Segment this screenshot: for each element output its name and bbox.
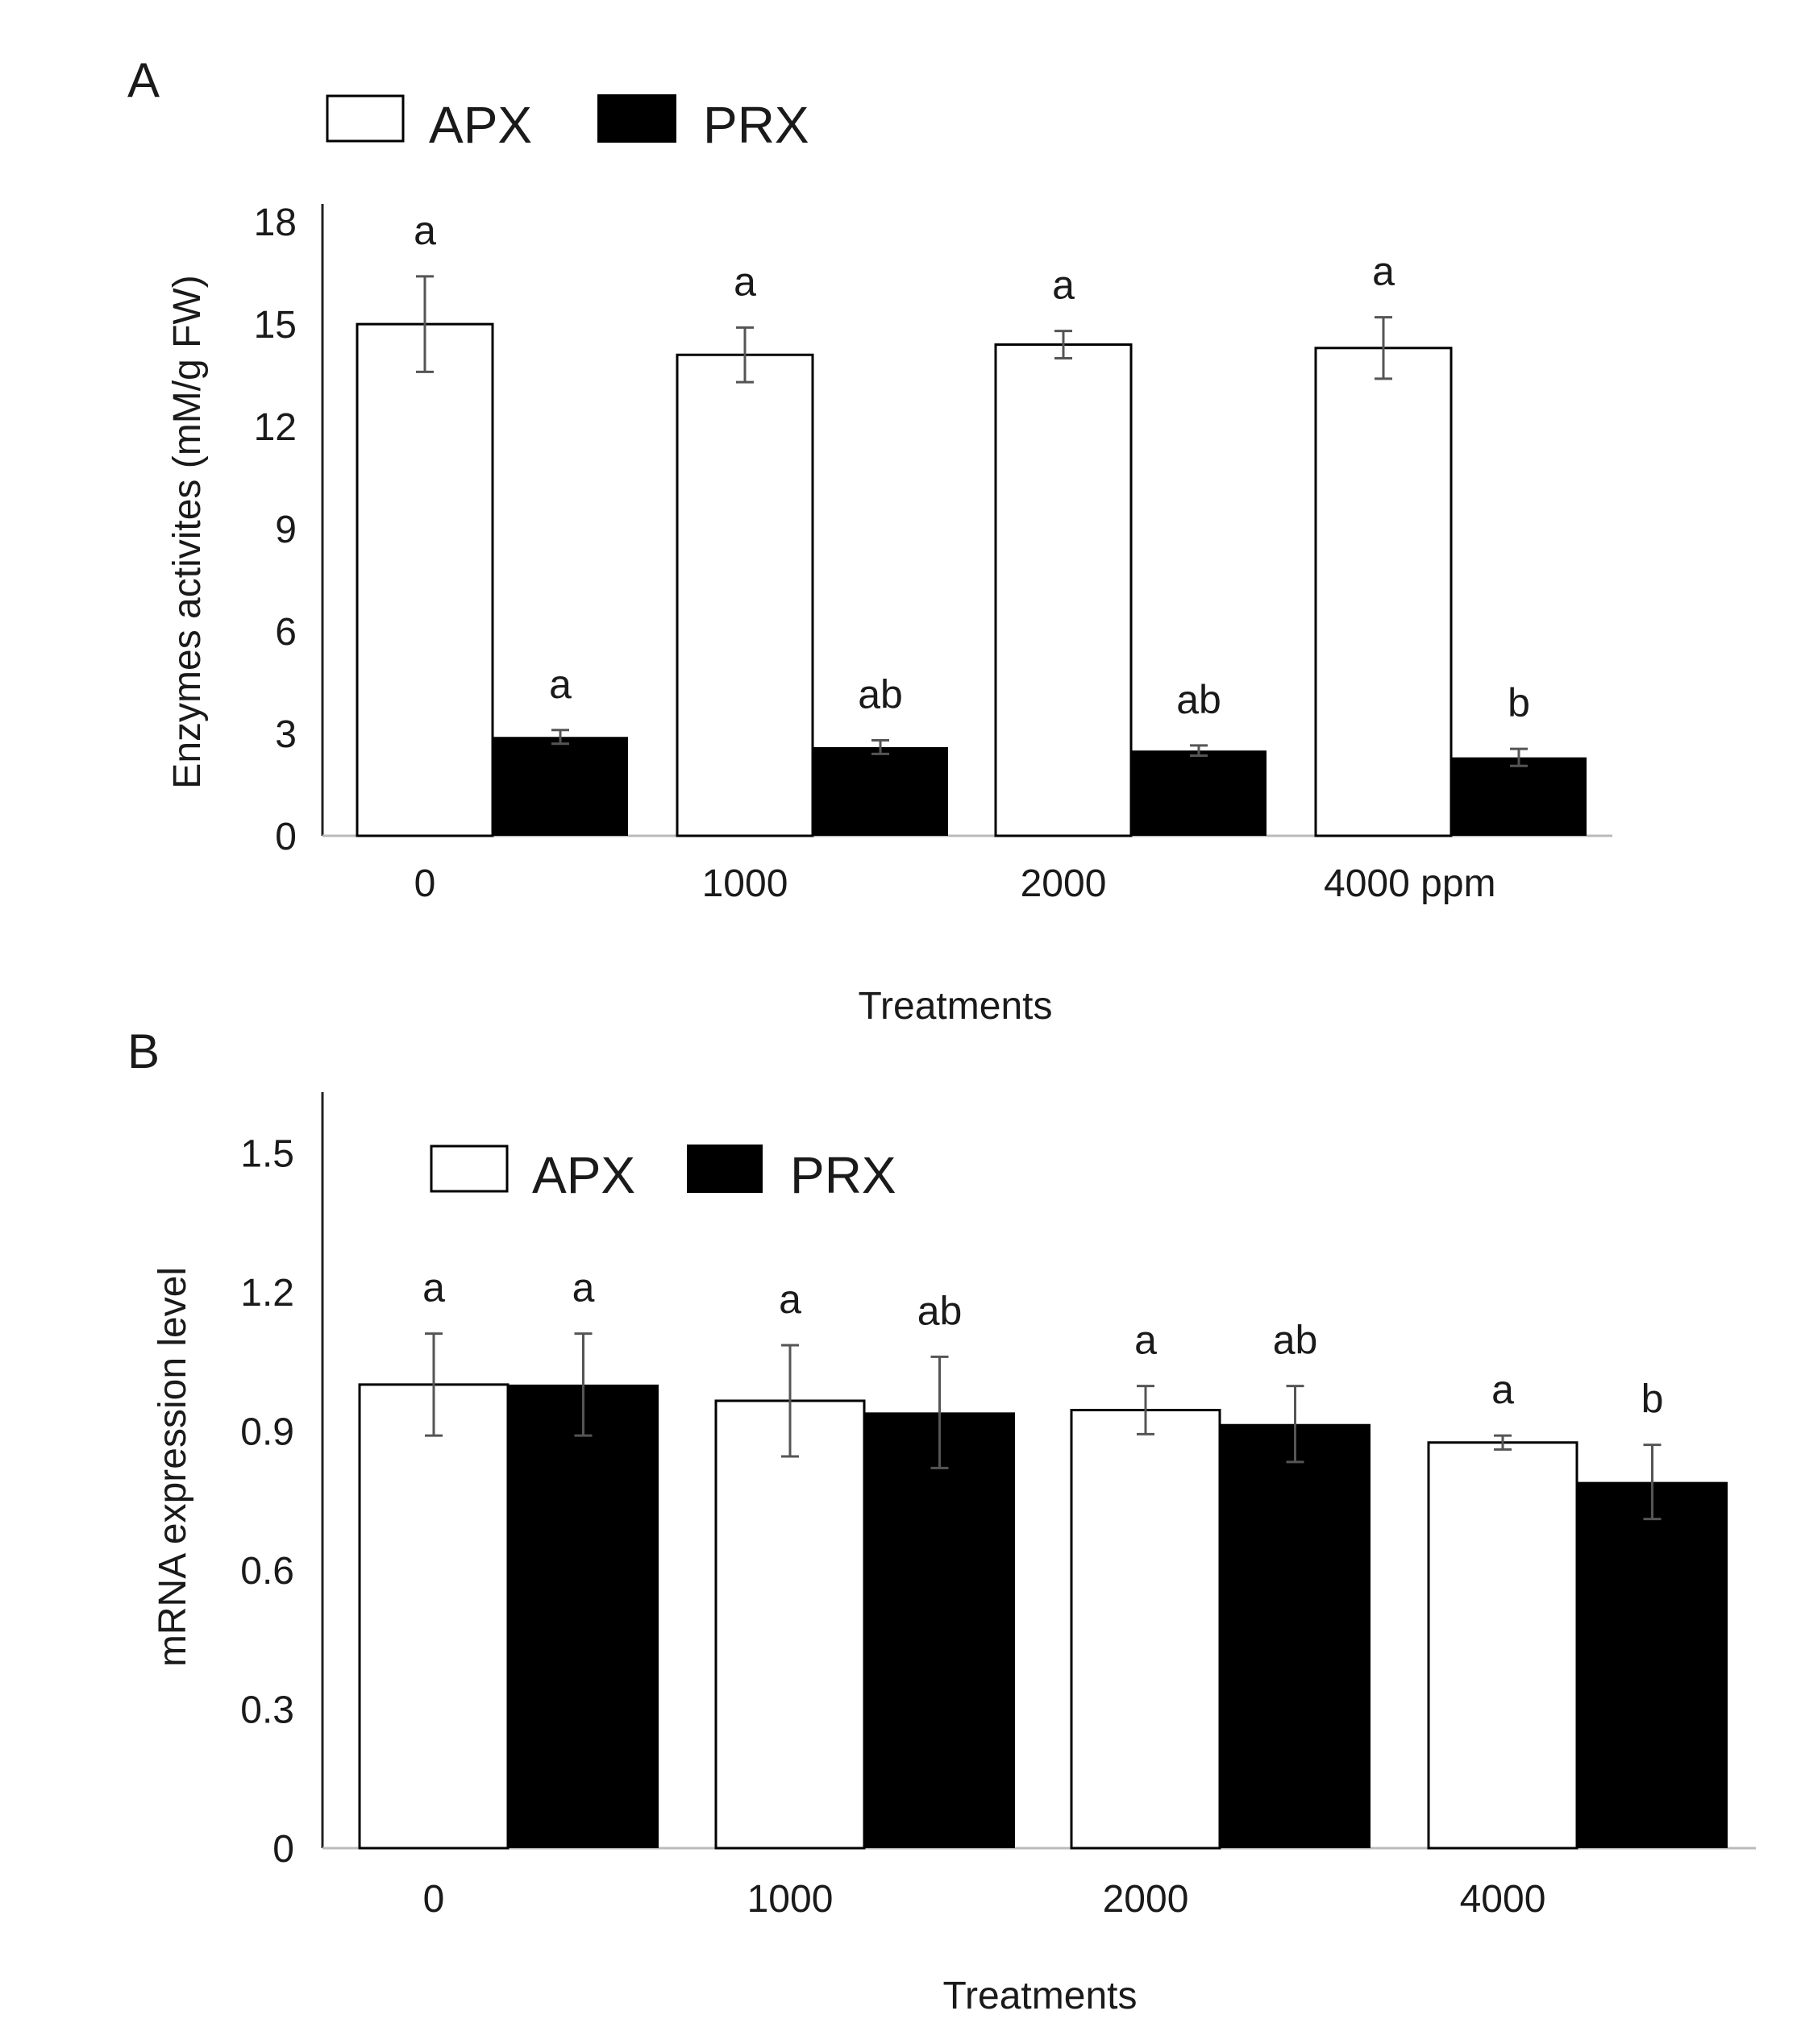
legend-prx-label: PRX	[703, 96, 809, 154]
legend-prx-swatch	[597, 94, 676, 143]
significance-label: a	[734, 259, 756, 304]
y-tick-label: 0	[275, 816, 297, 858]
x-tick-label: 0	[414, 862, 436, 905]
significance-label: ab	[1176, 677, 1221, 722]
x-tick-label: 2000	[1103, 1878, 1189, 1921]
significance-label: a	[1134, 1318, 1157, 1363]
panel-b-y-title: mRNA expression level	[152, 1267, 194, 1667]
panel-a-x-title: Treatments	[859, 985, 1053, 1028]
bar-prx	[1577, 1481, 1728, 1848]
x-tick-label: 4000	[1460, 1878, 1546, 1921]
y-tick-label: 0.9	[240, 1410, 294, 1453]
y-tick-label: 3	[275, 713, 297, 756]
bar-apx	[358, 1383, 510, 1850]
panel-b-x-title: Treatments	[943, 1975, 1138, 2017]
y-tick-label: 12	[254, 406, 297, 449]
legend-apx-swatch	[326, 94, 405, 143]
legend-apx-label: APX	[532, 1146, 635, 1204]
bar-prx	[1131, 750, 1267, 836]
bar-apx	[1314, 347, 1453, 837]
y-tick-label: 9	[275, 509, 297, 551]
significance-label: a	[422, 1265, 445, 1311]
significance-label: b	[1641, 1377, 1664, 1422]
significance-label: ab	[1273, 1318, 1318, 1363]
bar-prx	[1220, 1423, 1371, 1848]
significance-label: a	[414, 208, 436, 253]
legend-apx-label: APX	[429, 96, 532, 154]
bar-prx	[1451, 757, 1587, 836]
panel-b-legend: APX PRX	[430, 1145, 896, 1204]
y-tick-label: 0	[272, 1828, 294, 1871]
x-tick-label: 1000	[702, 862, 788, 905]
y-tick-label: 18	[254, 201, 297, 244]
bar-prx	[864, 1412, 1015, 1848]
bar-apx	[1070, 1408, 1221, 1850]
panel-a-y-title: Enzymes activites (mM/g FW)	[166, 275, 209, 788]
legend-prx-label: PRX	[790, 1146, 896, 1204]
bar-prx	[508, 1384, 659, 1848]
x-tick-label: 4000 ppm	[1324, 862, 1496, 905]
legend-apx-swatch	[430, 1145, 509, 1193]
x-tick-label: 0	[423, 1878, 445, 1921]
significance-label: a	[1372, 249, 1395, 294]
significance-label: a	[1491, 1367, 1514, 1412]
x-tick-label: 2000	[1021, 862, 1107, 905]
bar-apx	[1427, 1441, 1578, 1850]
y-tick-label: 1.2	[240, 1272, 294, 1315]
panel-b-x-ticks: 0 1000 2000 4000	[423, 1878, 1546, 1921]
y-tick-label: 6	[275, 611, 297, 654]
panel-b-bars: a a a aba aba b	[358, 1265, 1728, 1850]
significance-label: ab	[917, 1288, 963, 1333]
bar-prx	[813, 746, 948, 836]
panel-b-letter: B	[127, 1024, 160, 1078]
panel-b-y-ticks: 0 0.3 0.6 0.9 1.2 1.5	[240, 1132, 294, 1871]
bar-prx	[493, 737, 628, 836]
significance-label: a	[779, 1277, 801, 1322]
significance-label: b	[1508, 680, 1530, 725]
significance-label: ab	[858, 671, 903, 717]
y-tick-label: 1.5	[240, 1132, 294, 1175]
significance-label: a	[572, 1265, 595, 1311]
panel-a-legend: APX PRX	[326, 94, 809, 154]
y-tick-label: 0.6	[240, 1550, 294, 1593]
bar-apx	[676, 353, 814, 837]
significance-label: a	[1052, 263, 1075, 308]
y-tick-label: 0.3	[240, 1689, 294, 1731]
legend-prx-swatch	[687, 1145, 763, 1193]
bar-apx	[714, 1399, 866, 1850]
bar-apx	[994, 343, 1133, 837]
panel-a-y-ticks: 0 3 6 9 12 15 18	[254, 201, 297, 858]
panel-a-x-ticks: 0 1000 2000 4000 ppm	[414, 862, 1496, 905]
bar-apx	[356, 322, 494, 837]
panel-a-letter: A	[127, 53, 160, 107]
significance-label: a	[549, 662, 572, 707]
y-tick-label: 15	[254, 304, 297, 347]
x-tick-label: 1000	[747, 1878, 834, 1921]
